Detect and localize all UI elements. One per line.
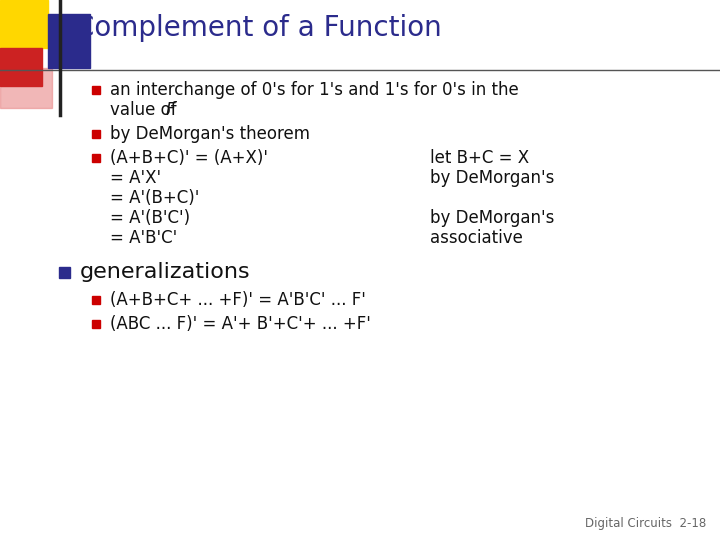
Text: by DeMorgan's theorem: by DeMorgan's theorem (110, 125, 310, 143)
Text: by DeMorgan's: by DeMorgan's (430, 209, 554, 227)
Bar (59, 267, 70, 278)
Text: generalizations: generalizations (80, 262, 251, 282)
Text: by DeMorgan's: by DeMorgan's (430, 169, 554, 187)
Text: let B+C = X: let B+C = X (430, 149, 529, 167)
Bar (92, 154, 100, 162)
Bar (92, 86, 100, 94)
Bar (0, 68, 52, 108)
Bar (0, 0, 48, 48)
Bar (92, 320, 100, 328)
Text: = A'X': = A'X' (110, 169, 161, 187)
Text: F: F (166, 101, 176, 119)
Text: Digital Circuits  2-18: Digital Circuits 2-18 (585, 517, 706, 530)
Text: an interchange of 0's for 1's and 1's for 0's in the: an interchange of 0's for 1's and 1's fo… (110, 81, 518, 99)
Text: associative: associative (430, 229, 523, 247)
Bar (92, 130, 100, 138)
Bar (92, 296, 100, 304)
Bar (48, 14, 90, 68)
Bar (0, 48, 42, 86)
Text: (A+B+C)' = (A+X)': (A+B+C)' = (A+X)' (110, 149, 268, 167)
Text: = A'B'C': = A'B'C' (110, 229, 177, 247)
Text: (A+B+C+ ... +F)' = A'B'C' ... F': (A+B+C+ ... +F)' = A'B'C' ... F' (110, 291, 366, 309)
Text: = A'(B'C'): = A'(B'C') (110, 209, 190, 227)
Text: Complement of a Function: Complement of a Function (75, 14, 442, 42)
Text: = A'(B+C)': = A'(B+C)' (110, 189, 199, 207)
Text: value of: value of (110, 101, 182, 119)
Text: (ABC ... F)' = A'+ B'+C'+ ... +F': (ABC ... F)' = A'+ B'+C'+ ... +F' (110, 315, 371, 333)
